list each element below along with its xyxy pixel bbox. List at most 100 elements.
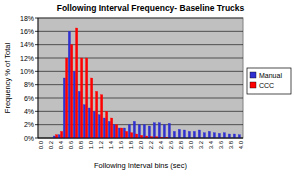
tick [35, 124, 38, 125]
x-tick-label: 2.0 [138, 140, 144, 149]
bar [56, 135, 58, 138]
y-tick-label: 16% [20, 28, 34, 35]
y-tick-label: 14% [20, 41, 34, 48]
bar [173, 131, 175, 138]
x-axis [38, 138, 243, 139]
legend [247, 68, 291, 94]
bar [143, 125, 145, 138]
bar [128, 125, 130, 138]
bar [81, 58, 83, 138]
x-tick-label: 1.8 [128, 140, 134, 149]
legend-swatch [250, 82, 256, 88]
bar [223, 133, 225, 138]
tick [35, 71, 38, 72]
x-tick-label: 0.0 [38, 140, 44, 149]
x-tick-label: 2.8 [178, 140, 184, 149]
x-tick-label: 3.0 [188, 140, 194, 149]
bar [183, 130, 185, 138]
bar [113, 125, 115, 138]
y-tick-label: 18% [20, 15, 34, 22]
bar [203, 133, 205, 138]
x-tick-label: 3.6 [218, 140, 224, 149]
bar [98, 115, 100, 138]
bar [116, 125, 118, 138]
bar [153, 123, 155, 138]
y-axis-title: Frequency % of Total [3, 43, 12, 114]
x-tick-label: 2.4 [158, 140, 164, 149]
bar [238, 135, 240, 138]
bar [163, 125, 165, 138]
tick [35, 84, 38, 85]
tick [35, 58, 38, 59]
y-tick-label: 8% [24, 81, 34, 88]
y-tick-label: 0% [24, 135, 34, 142]
tick [35, 98, 38, 99]
title: Following Interval Frequency- Baseline T… [57, 3, 245, 13]
x-tick-label: 0.2 [48, 140, 54, 149]
bar [131, 133, 133, 138]
bar [148, 126, 150, 138]
x-tick-label: 1.4 [108, 140, 114, 149]
y-axis [38, 18, 39, 138]
y-tick-label: 10% [20, 68, 34, 75]
bar [78, 91, 80, 138]
y-tick-label: 6% [24, 95, 34, 102]
tick [35, 18, 38, 19]
tick [35, 138, 38, 139]
plot-area [38, 18, 243, 138]
bar [126, 131, 128, 138]
bar [213, 133, 215, 138]
bar [233, 134, 235, 138]
x-tick-label: 2.2 [148, 140, 154, 149]
bar [188, 131, 190, 138]
x-tick-label: 3.8 [228, 140, 234, 149]
bar [111, 118, 113, 138]
x-tick-label: 0.8 [78, 140, 84, 149]
bar [208, 131, 210, 138]
bar [121, 128, 123, 138]
bar [88, 108, 90, 138]
x-axis-title: Following Interval bins (sec) [94, 161, 187, 170]
bar [228, 134, 230, 138]
bar [168, 123, 170, 138]
grid-line [38, 18, 243, 19]
x-tick-label: 0.6 [68, 140, 74, 149]
bar [86, 58, 88, 138]
bar [158, 123, 160, 138]
bars [53, 28, 240, 138]
bar [108, 121, 110, 138]
bar [178, 129, 180, 138]
x-tick-label: 3.4 [208, 140, 214, 149]
legend-swatch [250, 72, 256, 78]
bar [58, 135, 60, 138]
bar [71, 45, 73, 138]
bar [96, 91, 98, 138]
bar [66, 58, 68, 138]
bar [123, 128, 125, 138]
bar [91, 78, 93, 138]
bar [83, 105, 85, 138]
bar [133, 121, 135, 138]
bar [136, 134, 138, 138]
legend-label: CCC [259, 82, 274, 89]
grid-line [38, 138, 243, 139]
tick [35, 31, 38, 32]
x-tick-label: 1.0 [88, 140, 94, 149]
bar [76, 28, 78, 138]
bar [61, 131, 63, 138]
tick [35, 44, 38, 45]
tick [35, 111, 38, 112]
bar [73, 71, 75, 138]
bar [68, 31, 70, 138]
x-tick-label: 1.6 [118, 140, 124, 149]
x-tick-label: 1.2 [98, 140, 104, 149]
bar [198, 130, 200, 138]
bar [138, 125, 140, 138]
bar [63, 78, 65, 138]
bar [218, 133, 220, 138]
bar [193, 131, 195, 138]
bar [118, 128, 120, 138]
chart: Following Interval Frequency- Baseline T… [0, 0, 294, 179]
bar [101, 95, 103, 138]
x-tick-label: 4.0 [238, 140, 244, 149]
